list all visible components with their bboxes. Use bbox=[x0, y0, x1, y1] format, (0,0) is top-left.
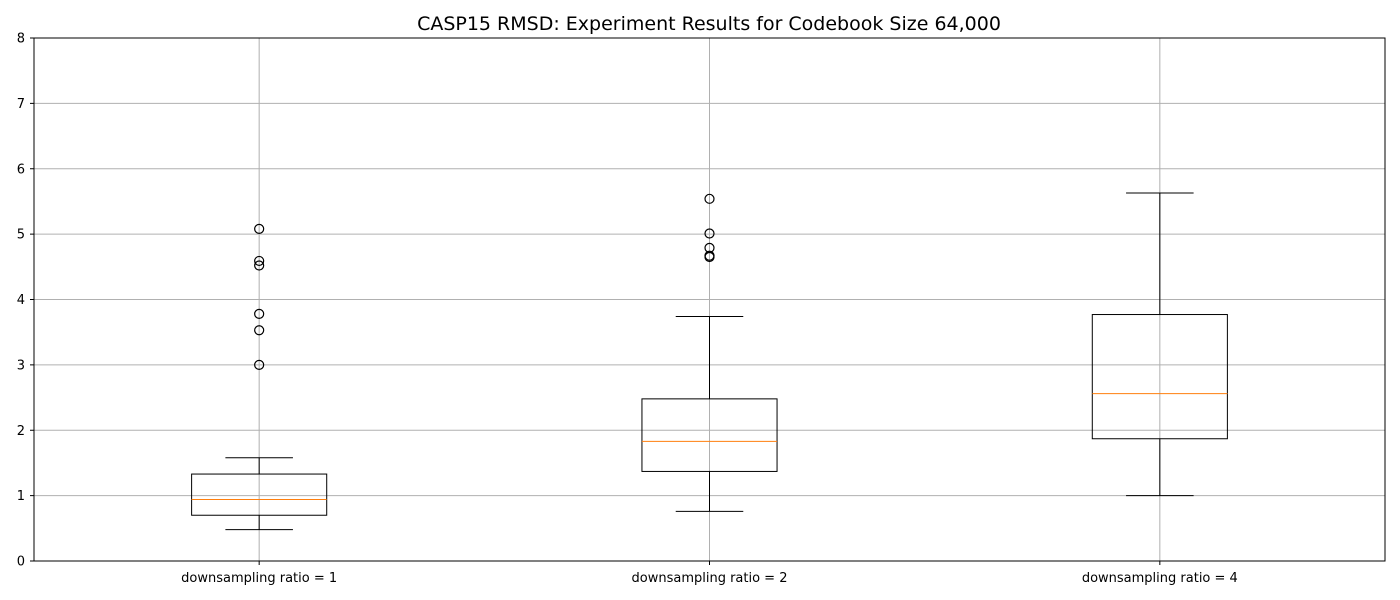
chart-title: CASP15 RMSD: Experiment Results for Code… bbox=[417, 13, 1001, 35]
outlier-point bbox=[704, 193, 715, 204]
boxes bbox=[191, 192, 1228, 531]
y-tick-label: 2 bbox=[17, 424, 25, 439]
y-tick-label: 1 bbox=[17, 489, 25, 504]
y-tick-label: 4 bbox=[17, 293, 25, 308]
x-tick-label: downsampling ratio = 4 bbox=[1082, 571, 1238, 586]
outlier-point bbox=[704, 228, 715, 239]
y-tick-label: 0 bbox=[17, 555, 25, 570]
box-iqr bbox=[191, 473, 328, 516]
box-group bbox=[1091, 192, 1228, 497]
y-tick-label: 6 bbox=[17, 162, 25, 177]
plot-frame bbox=[33, 37, 1386, 562]
y-tick-label: 3 bbox=[17, 358, 25, 373]
axes: 0 1 2 3 4 5 6 7 8 downsampling ratio = 1 downsampl… bbox=[17, 32, 1238, 587]
outlier-point bbox=[254, 255, 265, 267]
outlier-point bbox=[254, 308, 265, 319]
box-iqr bbox=[641, 398, 778, 472]
box-group bbox=[191, 223, 328, 531]
y-tick-label: 5 bbox=[17, 228, 25, 243]
outlier-point bbox=[254, 223, 265, 234]
x-tick-label: downsampling ratio = 1 bbox=[181, 571, 337, 586]
x-tick-label: downsampling ratio = 2 bbox=[632, 571, 788, 586]
y-tick-label: 7 bbox=[17, 97, 25, 112]
outlier-point bbox=[704, 250, 715, 261]
box-group bbox=[641, 193, 778, 512]
outlier-point bbox=[254, 359, 265, 370]
box-iqr bbox=[1091, 314, 1228, 440]
outlier-point bbox=[704, 242, 715, 253]
outlier-point bbox=[254, 325, 265, 336]
y-tick-label: 8 bbox=[17, 32, 25, 47]
outlier-point bbox=[254, 260, 265, 271]
